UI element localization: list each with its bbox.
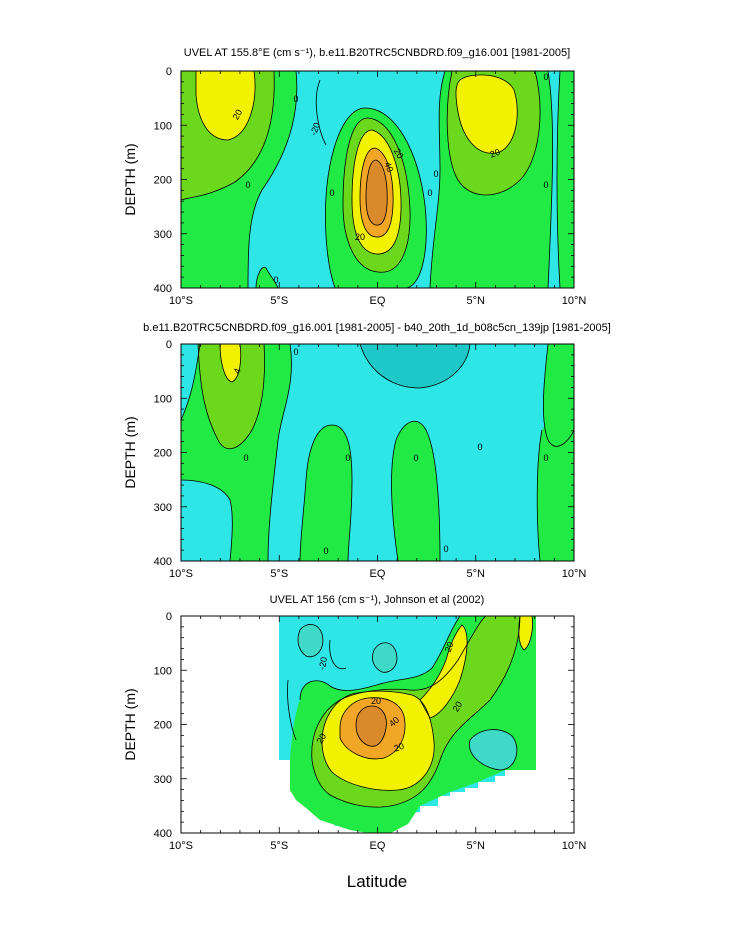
x-tick-label: 10°S: [169, 568, 193, 580]
panel-1-contour-labels: 20 0 -20 20 40 20 0 0 0 20 0 0 0 0: [231, 72, 549, 285]
p1-clab-10: 0: [543, 72, 548, 82]
y-tick-label: 200: [154, 448, 172, 460]
x-tick-label: 10°S: [169, 840, 193, 852]
panel-3-title: UVEL AT 156 (cm s⁻¹), Johnson et al (200…: [270, 594, 485, 606]
y-tick-label: 400: [154, 283, 172, 295]
p2-clab-7: 0: [323, 546, 328, 556]
panel-2-contours: [181, 344, 574, 561]
p2-clab-6: 0: [543, 453, 548, 463]
panel-1-title: UVEL AT 155.8°E (cm s⁻¹), b.e11.B20TRC5C…: [184, 47, 570, 59]
p1-clab-1: 0: [293, 94, 298, 104]
y-axis-label: DEPTH (m): [122, 416, 138, 488]
y-tick-label: 200: [154, 175, 172, 187]
p2-clab-3: 0: [345, 453, 350, 463]
x-tick-label: EQ: [370, 840, 386, 852]
x-axis-label: Latitude: [347, 872, 408, 891]
x-tick-label: EQ: [370, 295, 386, 307]
p1-clab-12: 0: [427, 188, 432, 198]
p3-clab-6: 20: [393, 741, 406, 754]
y-tick-label: 0: [166, 611, 172, 623]
x-tick-label: 5°S: [270, 840, 288, 852]
panel-1-contours: [181, 71, 561, 288]
p3-clab-5: 20: [315, 732, 329, 746]
x-tick-label: 5°N: [467, 295, 486, 307]
panel-1-field: [181, 71, 574, 288]
p2-clab-5: 0: [477, 442, 482, 452]
panel-2: b.e11.B20TRC5CNBDRD.f09_g16.001 [1981-20…: [122, 322, 611, 580]
y-tick-label: 100: [154, 393, 172, 405]
p1-clab-13: 0: [273, 275, 278, 285]
panel-3: UVEL AT 156 (cm s⁻¹), Johnson et al (200…: [122, 594, 586, 852]
p1-clab-11: 0: [543, 180, 548, 190]
y-tick-label: 100: [154, 665, 172, 677]
x-tick-label: 5°S: [270, 295, 288, 307]
p1-clab-2: -20: [308, 121, 322, 137]
p3-clab-1: 20: [443, 641, 456, 654]
x-tick-label: 10°N: [562, 840, 587, 852]
x-tick-label: 10°S: [169, 295, 193, 307]
panel-2-title: b.e11.B20TRC5CNBDRD.f09_g16.001 [1981-20…: [143, 322, 611, 334]
p1-clab-5: 20: [355, 232, 365, 242]
y-tick-label: 400: [154, 556, 172, 568]
p2-clab-0: 4: [232, 367, 243, 375]
p1-clab-7: 0: [245, 180, 250, 190]
x-tick-label: 5°N: [467, 568, 486, 580]
x-tick-label: EQ: [370, 568, 386, 580]
y-tick-label: 200: [154, 720, 172, 732]
y-tick-label: 400: [154, 828, 172, 840]
p2-clab-2: 0: [243, 453, 248, 463]
y-axis-label: DEPTH (m): [122, 688, 138, 760]
p3-clab-0: -20: [317, 656, 329, 671]
p1-clab-4: 40: [382, 161, 395, 174]
y-tick-label: 300: [154, 774, 172, 786]
p2-clab-1: 0: [293, 347, 298, 357]
y-tick-label: 0: [166, 339, 172, 351]
x-tick-label: 5°N: [467, 840, 486, 852]
p3-clab-2: 20: [451, 700, 465, 714]
p1-clab-3: 20: [392, 147, 406, 161]
panel-1: UVEL AT 155.8°E (cm s⁻¹), b.e11.B20TRC5C…: [122, 47, 586, 307]
panel-3-field: [279, 616, 536, 833]
p3-clab-3: 20: [371, 696, 381, 706]
panel-2-field: [181, 344, 574, 561]
p2-clab-4: 0: [413, 453, 418, 463]
y-axis-label: DEPTH (m): [122, 143, 138, 215]
y-tick-label: 300: [154, 229, 172, 241]
y-tick-label: 100: [154, 120, 172, 132]
y-tick-label: 300: [154, 502, 172, 514]
x-tick-label: 10°N: [562, 295, 587, 307]
p2-clab-8: 0: [443, 544, 448, 554]
y-tick-label: 0: [166, 66, 172, 78]
p3-clab-4: 40: [387, 715, 401, 729]
x-tick-label: 5°S: [270, 568, 288, 580]
p1-clab-6: 0: [329, 188, 334, 198]
panel-3-contour-labels: -20 20 20 20 40 20 20: [315, 641, 465, 754]
panel-3-contours: [287, 616, 533, 808]
panel-2-contour-labels: 4 0 0 0 0 0 0 0 0: [232, 347, 549, 556]
x-tick-label: 10°N: [562, 568, 587, 580]
panel-3-axes: 10°S 5°S EQ 5°N 10°N 0 100 200 300 400 DEPTH (m): [122, 611, 586, 852]
p1-clab-9: 20: [489, 147, 502, 160]
p1-clab-0: 20: [231, 108, 245, 122]
p1-clab-8: 0: [433, 169, 438, 179]
